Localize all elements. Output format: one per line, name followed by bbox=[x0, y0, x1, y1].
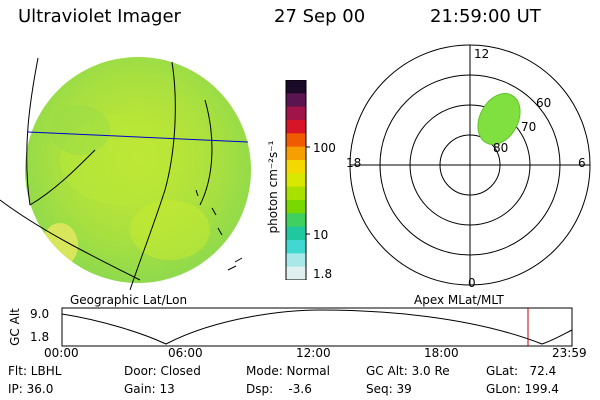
mlt-label-6: 6 bbox=[578, 156, 586, 170]
colorbar-band bbox=[286, 240, 306, 254]
mlt-label-0: 0 bbox=[468, 276, 476, 290]
colorbar-tick-min: 1.8 bbox=[313, 267, 333, 281]
colorbar-band bbox=[286, 253, 306, 268]
polar-plot bbox=[349, 44, 591, 286]
alt-xtick-0600: 06:00 bbox=[168, 346, 203, 360]
info-seq: Seq: 39 bbox=[366, 382, 412, 396]
mlat-label-80: 80 bbox=[493, 141, 509, 155]
colorbar-band bbox=[286, 160, 306, 174]
auroral-oval bbox=[477, 93, 521, 145]
info-dsp: Dsp: -3.6 bbox=[246, 382, 312, 396]
info-glat: GLat: 72.4 bbox=[486, 364, 557, 378]
alt-ytick-min: 1.8 bbox=[30, 330, 50, 344]
colorbar-band bbox=[286, 93, 306, 108]
apex-caption: Apex MLat/MLT bbox=[414, 293, 504, 307]
date-label: 27 Sep 00 bbox=[274, 6, 366, 27]
geo-grid-lines bbox=[0, 57, 213, 290]
colorbar-band bbox=[286, 106, 306, 121]
colorbar bbox=[285, 80, 310, 280]
colorbar-band bbox=[286, 200, 306, 214]
colorbar-unit-label: photon cm⁻²s⁻¹ bbox=[266, 140, 280, 234]
colorbar-band bbox=[286, 120, 306, 134]
polar-grid bbox=[349, 44, 591, 286]
colorbar-band bbox=[286, 226, 306, 241]
colorbar-band bbox=[286, 186, 306, 201]
colorbar-band bbox=[286, 80, 306, 94]
colorbar-band bbox=[286, 146, 306, 161]
colorbar-tick-100: 100 bbox=[313, 141, 336, 155]
mlat-label-60: 60 bbox=[536, 96, 552, 110]
info-mode: Mode: Normal bbox=[246, 364, 330, 378]
info-glon: GLon: 199.4 bbox=[486, 382, 559, 396]
info-filter: Flt: LBHL bbox=[8, 364, 62, 378]
info-door: Door: Closed bbox=[124, 364, 201, 378]
geographic-image bbox=[0, 57, 251, 290]
geo-coast-marks bbox=[195, 189, 243, 271]
colorbar-band bbox=[286, 213, 306, 228]
alt-xtick-2359: 23:59 bbox=[552, 346, 587, 360]
mlt-label-12: 12 bbox=[474, 47, 490, 61]
geo-lat-line bbox=[27, 131, 249, 143]
colorbar-band bbox=[286, 266, 306, 280]
colorbar-frame bbox=[285, 80, 307, 280]
altitude-plot bbox=[61, 307, 573, 347]
alt-axis-label: GC Alt bbox=[8, 308, 22, 346]
mlt-label-18: 18 bbox=[346, 156, 362, 170]
alt-xtick-1800: 18:00 bbox=[424, 346, 459, 360]
alt-ytick-max: 9.0 bbox=[30, 307, 50, 321]
colorbar-band bbox=[286, 133, 306, 148]
info-ip: IP: 36.0 bbox=[8, 382, 54, 396]
info-gc-alt: GC Alt: 3.0 Re bbox=[366, 364, 450, 378]
info-gain: Gain: 13 bbox=[124, 382, 175, 396]
altitude-curve bbox=[61, 309, 573, 345]
colorbar-tick-10: 10 bbox=[313, 228, 329, 242]
instrument-title: Ultraviolet Imager bbox=[18, 6, 181, 27]
geographic-caption: Geographic Lat/Lon bbox=[70, 293, 188, 307]
alt-xtick-1200: 12:00 bbox=[296, 346, 331, 360]
mlat-label-70: 70 bbox=[521, 120, 537, 134]
time-label: 21:59:00 UT bbox=[430, 6, 541, 27]
alt-xtick-0000: 00:00 bbox=[44, 346, 79, 360]
colorbar-band bbox=[286, 173, 306, 188]
